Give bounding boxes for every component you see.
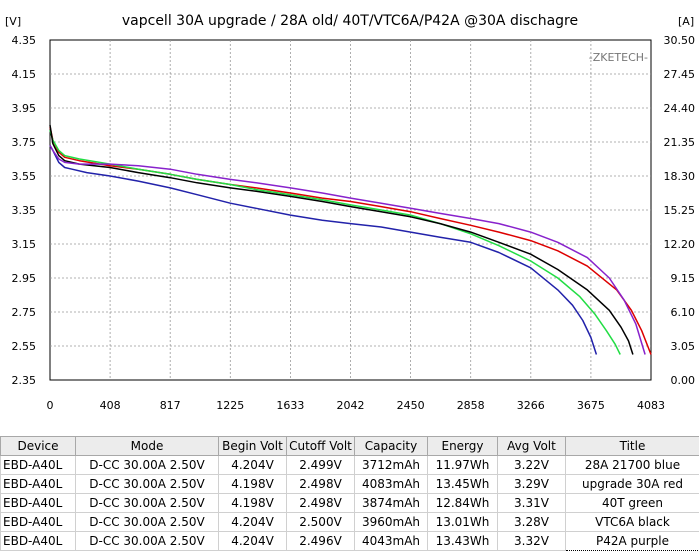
cell-energy: 12.84Wh xyxy=(428,494,498,513)
x-tick-label: 2042 xyxy=(337,399,365,412)
y-left-tick-label: 2.55 xyxy=(12,340,37,353)
x-tick-label: 3675 xyxy=(577,399,605,412)
cell-capacity: 3874mAh xyxy=(355,494,428,513)
cell-cutoff-volt: 2.496V xyxy=(287,532,355,551)
cell-energy: 13.01Wh xyxy=(428,513,498,532)
x-tick-label: 0 xyxy=(47,399,54,412)
table-row[interactable]: EBD-A40L D-CC 30.00A 2.50V 4.198V 2.498V… xyxy=(1,475,699,494)
table-row[interactable]: EBD-A40L D-CC 30.00A 2.50V 4.204V 2.500V… xyxy=(1,513,699,532)
cell-avg-volt: 3.29V xyxy=(498,475,566,494)
y-right-tick-label: 24.40 xyxy=(664,102,696,115)
y-left-tick-label: 2.75 xyxy=(12,306,37,319)
y-right-tick-label: 3.05 xyxy=(671,340,696,353)
chart-title: vapcell 30A upgrade / 28A old/ 40T/VTC6A… xyxy=(122,13,578,29)
cell-device: EBD-A40L xyxy=(1,494,76,513)
y-left-tick-label: 2.95 xyxy=(12,272,37,285)
cell-begin-volt: 4.204V xyxy=(219,456,287,475)
y-left-tick-label: 3.15 xyxy=(12,238,37,251)
x-tick-label: 1633 xyxy=(276,399,304,412)
cell-cutoff-volt: 2.499V xyxy=(287,456,355,475)
cell-capacity: 3712mAh xyxy=(355,456,428,475)
x-tick-label: 408 xyxy=(100,399,121,412)
cell-device: EBD-A40L xyxy=(1,532,76,551)
x-tick-label: 1225 xyxy=(216,399,244,412)
table-row[interactable]: EBD-A40L D-CC 30.00A 2.50V 4.198V 2.498V… xyxy=(1,494,699,513)
cell-device: EBD-A40L xyxy=(1,513,76,532)
y-left-tick-label: 2.35 xyxy=(12,374,37,387)
table-row[interactable]: EBD-A40L D-CC 30.00A 2.50V 4.204V 2.496V… xyxy=(1,532,699,551)
x-tick-label: 2858 xyxy=(457,399,485,412)
cell-begin-volt: 4.204V xyxy=(219,532,287,551)
y-right-tick-label: 15.25 xyxy=(664,204,696,217)
cell-mode: D-CC 30.00A 2.50V xyxy=(76,532,219,551)
y-left-tick-label: 3.35 xyxy=(12,204,37,217)
cell-mode: D-CC 30.00A 2.50V xyxy=(76,456,219,475)
x-tick-label: 817 xyxy=(160,399,181,412)
col-begin-volt[interactable]: Begin Volt xyxy=(219,437,287,456)
cell-title: VTC6A black xyxy=(566,513,699,532)
watermark: -ZKETECH- xyxy=(589,51,648,64)
y-left-tick-label: 3.75 xyxy=(12,136,37,149)
cell-capacity: 3960mAh xyxy=(355,513,428,532)
col-avg-volt[interactable]: Avg Volt xyxy=(498,437,566,456)
cell-mode: D-CC 30.00A 2.50V xyxy=(76,513,219,532)
col-energy[interactable]: Energy xyxy=(428,437,498,456)
results-table: Device Mode Begin Volt Cutoff Volt Capac… xyxy=(0,436,699,551)
cell-avg-volt: 3.22V xyxy=(498,456,566,475)
cell-energy: 11.97Wh xyxy=(428,456,498,475)
cell-title: 40T green xyxy=(566,494,699,513)
x-tick-labels: 0 408 817 1225 1633 2042 2450 2858 3266 3675 4083 xyxy=(47,399,666,412)
cell-avg-volt: 3.32V xyxy=(498,532,566,551)
col-title[interactable]: Title xyxy=(566,437,699,456)
cell-device: EBD-A40L xyxy=(1,475,76,494)
cell-capacity: 4043mAh xyxy=(355,532,428,551)
col-capacity[interactable]: Capacity xyxy=(355,437,428,456)
y-right-tick-label: 27.45 xyxy=(664,68,696,81)
cell-cutoff-volt: 2.498V xyxy=(287,494,355,513)
cell-title: P42A purple xyxy=(566,532,699,551)
x-tick-label: 2450 xyxy=(397,399,425,412)
cell-avg-volt: 3.28V xyxy=(498,513,566,532)
y-right-tick-label: 12.20 xyxy=(664,238,696,251)
y-right-tick-label: 0.00 xyxy=(671,374,696,387)
y-left-unit: [V] xyxy=(5,15,21,28)
y-right-tick-label: 6.10 xyxy=(671,306,696,319)
cell-begin-volt: 4.204V xyxy=(219,513,287,532)
y-left-tick-label: 4.15 xyxy=(12,68,37,81)
cell-device: EBD-A40L xyxy=(1,456,76,475)
y-right-tick-label: 30.50 xyxy=(664,34,696,47)
cell-title: upgrade 30A red xyxy=(566,475,699,494)
y-left-tick-labels: 4.35 4.15 3.95 3.75 3.55 3.35 3.15 2.95 2.75 2.55… xyxy=(12,34,37,387)
cell-begin-volt: 4.198V xyxy=(219,475,287,494)
cell-capacity: 4083mAh xyxy=(355,475,428,494)
y-left-tick-label: 3.55 xyxy=(12,170,37,183)
y-left-tick-label: 4.35 xyxy=(12,34,37,47)
cell-mode: D-CC 30.00A 2.50V xyxy=(76,475,219,494)
cell-avg-volt: 3.31V xyxy=(498,494,566,513)
y-right-tick-label: 21.35 xyxy=(664,136,696,149)
cell-begin-volt: 4.198V xyxy=(219,494,287,513)
table-header-row: Device Mode Begin Volt Cutoff Volt Capac… xyxy=(1,437,699,456)
cell-energy: 13.45Wh xyxy=(428,475,498,494)
cell-title: 28A 21700 blue xyxy=(566,456,699,475)
y-right-unit: [A] xyxy=(678,15,694,28)
table-row[interactable]: EBD-A40L D-CC 30.00A 2.50V 4.204V 2.499V… xyxy=(1,456,699,475)
cell-energy: 13.43Wh xyxy=(428,532,498,551)
y-right-tick-label: 18.30 xyxy=(664,170,696,183)
cell-mode: D-CC 30.00A 2.50V xyxy=(76,494,219,513)
cell-cutoff-volt: 2.498V xyxy=(287,475,355,494)
cell-cutoff-volt: 2.500V xyxy=(287,513,355,532)
x-tick-label: 3266 xyxy=(517,399,545,412)
col-mode[interactable]: Mode xyxy=(76,437,219,456)
y-right-tick-labels: 30.50 27.45 24.40 21.35 18.30 15.25 12.20 9.15 6… xyxy=(664,34,696,387)
col-cutoff-volt[interactable]: Cutoff Volt xyxy=(287,437,355,456)
col-device[interactable]: Device xyxy=(1,437,76,456)
x-tick-label: 4083 xyxy=(637,399,665,412)
y-right-tick-label: 9.15 xyxy=(671,272,696,285)
y-left-tick-label: 3.95 xyxy=(12,102,37,115)
discharge-chart: vapcell 30A upgrade / 28A old/ 40T/VTC6A… xyxy=(0,0,699,436)
